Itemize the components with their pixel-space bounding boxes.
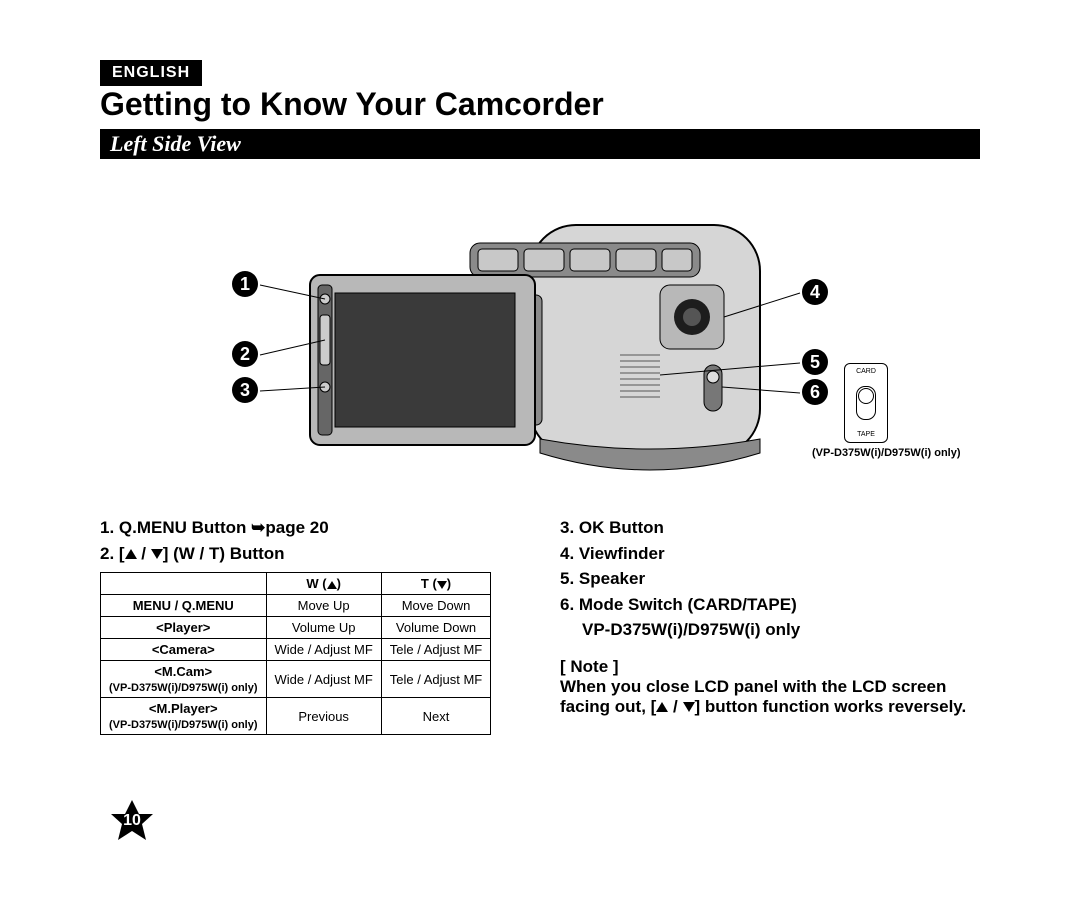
triangle-down-icon [151,549,163,559]
callout-5: 5 [802,349,828,375]
item-6: 6. Mode Switch (CARD/TAPE) VP-D375W(i)/D… [560,592,980,643]
callout-6: 6 [802,379,828,405]
row-menu: MENU / Q.MENU [101,595,267,617]
item1-pre: 1. Q.MENU Button [100,518,251,537]
triangle-up-icon [656,702,668,712]
triangle-down-icon [683,702,695,712]
cell: Previous [266,698,381,735]
item2-pre: 2. [ [100,544,125,563]
page-title: Getting to Know Your Camcorder [100,86,980,123]
switch-model-note: (VP-D375W(i)/D975W(i) only) [812,447,961,459]
cell: Wide / Adjust MF [266,639,381,661]
cell: Move Up [266,595,381,617]
cell: Volume Down [381,617,490,639]
cell: Tele / Adjust MF [381,661,490,698]
triangle-up-icon [125,549,137,559]
cell: Wide / Adjust MF [266,661,381,698]
callout-2: 2 [232,341,258,367]
switch-knob-icon [856,386,876,420]
note-line2: facing out, [ / ] button function works … [560,697,980,717]
language-tag: ENGLISH [100,60,202,86]
item-1: 1. Q.MENU Button ➥page 20 [100,515,520,541]
callout-4: 4 [802,279,828,305]
item-3: 3. OK Button [560,515,980,541]
row-mplayer: <M.Player>(VP-D375W(i)/D975W(i) only) [101,698,267,735]
col-t-header: T () [381,573,490,595]
triangle-up-icon [327,581,337,589]
cell: Volume Up [266,617,381,639]
item-4: 4. Viewfinder [560,541,980,567]
item1-arrow-icon: ➥ [251,518,265,537]
cell: Next [381,698,490,735]
mode-switch-inset: CARD TAPE [844,363,888,443]
item1-post: page 20 [265,518,328,537]
item-6-sub: VP-D375W(i)/D975W(i) only [582,620,800,639]
item2-mid: / [137,544,151,563]
page-number: 10 [123,812,141,830]
note-block: [ Note ] When you close LCD panel with t… [560,657,980,717]
note-line1: When you close LCD panel with the LCD sc… [560,677,980,697]
left-column: 1. Q.MENU Button ➥page 20 2. [ / ] (W / … [100,515,520,735]
cell: Tele / Adjust MF [381,639,490,661]
page-number-badge: 10 [110,799,154,843]
item-5: 5. Speaker [560,566,980,592]
col-w-header: W () [266,573,381,595]
function-table: W () T () MENU / Q.MENUMove UpMove Down … [100,572,491,735]
row-player: <Player> [101,617,267,639]
row-camera: <Camera> [101,639,267,661]
switch-top-label: CARD [856,368,876,375]
cell: Move Down [381,595,490,617]
item2-post: ] (W / T) Button [163,544,285,563]
switch-bottom-label: TAPE [857,431,875,438]
item-2: 2. [ / ] (W / T) Button [100,541,520,567]
section-heading: Left Side View [100,129,980,159]
callout-1: 1 [232,271,258,297]
row-mcam: <M.Cam>(VP-D375W(i)/D975W(i) only) [101,661,267,698]
note-label: [ Note ] [560,657,980,677]
camcorder-diagram: 1 2 3 4 5 6 CARD TAPE (VP-D375W(i)/D975W… [100,165,980,505]
lower-columns: 1. Q.MENU Button ➥page 20 2. [ / ] (W / … [100,515,980,735]
right-column: 3. OK Button 4. Viewfinder 5. Speaker 6.… [560,515,980,735]
manual-page: ENGLISH Getting to Know Your Camcorder L… [0,0,1080,913]
callout-3: 3 [232,377,258,403]
triangle-down-icon [437,581,447,589]
